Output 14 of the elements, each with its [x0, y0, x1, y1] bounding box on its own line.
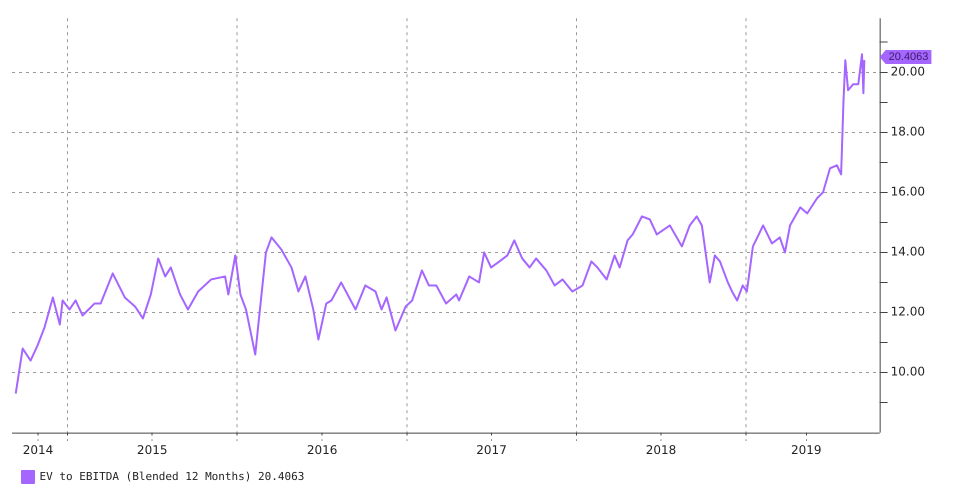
y-tick-label: 12.00 — [890, 304, 926, 319]
x-tick-label: 2019 — [791, 442, 822, 457]
legend-label: EV to EBITDA (Blended 12 Months) 20.4063 — [40, 470, 304, 483]
x-tick-label: 2017 — [476, 442, 507, 457]
x-tick-label: 2014 — [22, 442, 54, 457]
y-tick-label: 10.00 — [890, 364, 926, 379]
y-tick-label: 20.00 — [890, 64, 926, 78]
y-tick-label: 18.00 — [890, 124, 926, 138]
text: 20.4063 — [888, 51, 928, 64]
x-tick-label: 2016 — [306, 442, 338, 457]
x-tick-label: 2015 — [136, 442, 168, 457]
y-tick-label: 16.00 — [890, 184, 926, 198]
x-tick-label: 2018 — [646, 442, 676, 457]
y-tick-label: 14.00 — [890, 244, 926, 259]
